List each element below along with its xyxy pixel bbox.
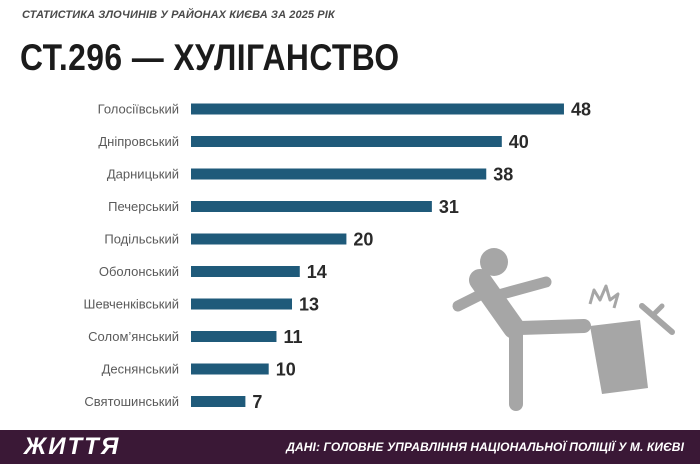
data-label: 10 — [276, 360, 296, 380]
source-note: ДАНІ: ГОЛОВНЕ УПРАВЛІННЯ НАЦІОНАЛЬНОЇ ПО… — [286, 440, 684, 454]
chart-title: СТ.296 — ХУЛІГАНСТВО — [20, 37, 400, 78]
category-label: Оболонський — [99, 264, 179, 279]
category-label: Солом’янський — [88, 329, 179, 344]
data-label: 48 — [571, 100, 591, 120]
data-label: 31 — [439, 197, 459, 217]
category-label: Голосіївський — [98, 102, 179, 117]
bar — [191, 266, 300, 277]
category-label: Дарницький — [107, 167, 179, 182]
bar — [191, 168, 487, 180]
data-label: 11 — [283, 327, 302, 347]
bar — [191, 331, 277, 342]
data-label: 14 — [307, 262, 327, 282]
bar — [191, 103, 564, 115]
person-kicking-trash-can-icon — [452, 248, 675, 411]
bar-chart: Голосіївський 48 Дніпровський 40 Дарницький 3… — [84, 100, 591, 413]
data-label: 7 — [252, 392, 262, 412]
category-label: Дніпровський — [98, 134, 179, 149]
data-label: 20 — [353, 230, 373, 250]
category-label: Деснянський — [102, 362, 179, 377]
data-label: 13 — [299, 295, 319, 315]
bar — [191, 298, 293, 310]
data-label: 40 — [509, 132, 529, 152]
bar — [191, 396, 246, 407]
chart-subtitle: СТАТИСТИКА ЗЛОЧИНІВ У РАЙОНАХ КИЄВА ЗА 2… — [22, 9, 335, 21]
bar — [191, 363, 269, 375]
bar — [191, 233, 347, 245]
category-label: Святошинський — [84, 394, 179, 409]
bar — [191, 201, 432, 212]
category-label: Шевченківський — [84, 297, 179, 312]
footer-bar: ЖИТТЯ ДАНІ: ГОЛОВНЕ УПРАВЛІННЯ НАЦІОНАЛЬ… — [0, 430, 700, 464]
category-label: Подільський — [104, 232, 179, 247]
category-label: Печерський — [108, 199, 179, 214]
bar — [191, 136, 502, 147]
data-label: 38 — [493, 165, 513, 185]
brand-logo: ЖИТТЯ — [24, 433, 121, 460]
